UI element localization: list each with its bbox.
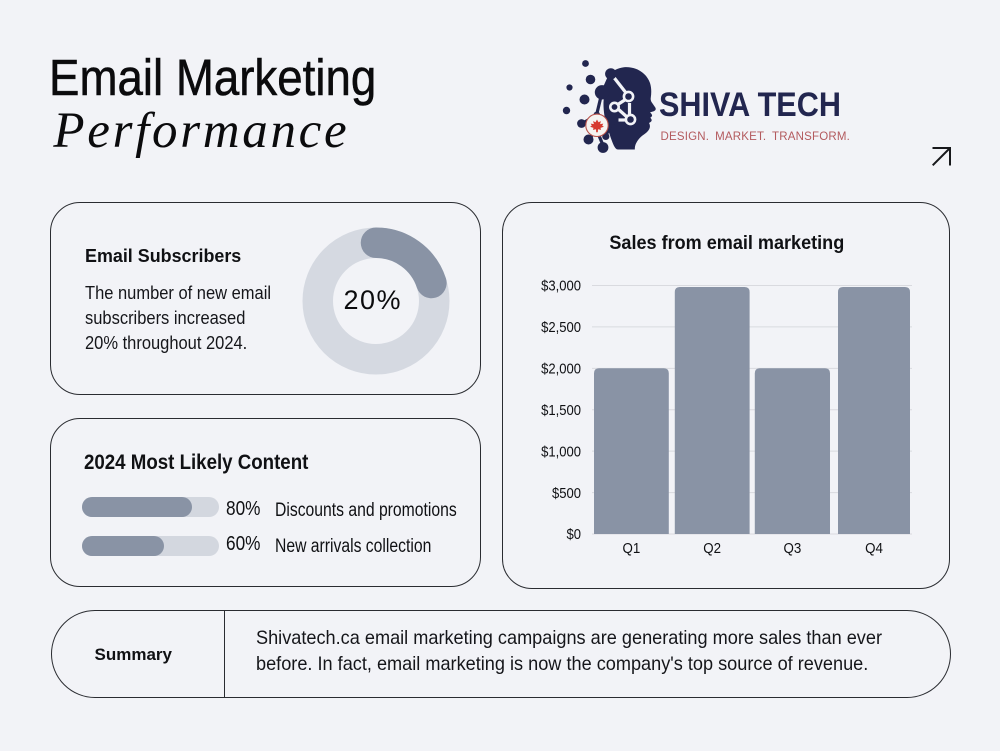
svg-text:$2,000: $2,000 xyxy=(541,361,581,377)
svg-text:Q1: Q1 xyxy=(623,539,641,556)
svg-text:Q2: Q2 xyxy=(703,539,721,556)
svg-text:$500: $500 xyxy=(552,485,581,501)
svg-text:$0: $0 xyxy=(567,527,582,543)
svg-text:$1,500: $1,500 xyxy=(541,402,581,418)
svg-text:$3,000: $3,000 xyxy=(541,278,581,294)
svg-text:Q3: Q3 xyxy=(784,539,802,556)
svg-text:$2,500: $2,500 xyxy=(541,320,581,336)
svg-text:Q4: Q4 xyxy=(865,539,883,556)
svg-text:$1,000: $1,000 xyxy=(541,444,581,460)
